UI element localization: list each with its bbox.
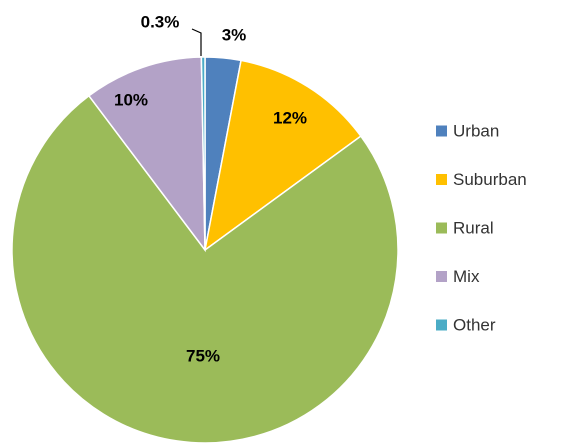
legend-label: Other bbox=[453, 315, 496, 334]
data-label: 75% bbox=[186, 346, 220, 365]
pie-slice bbox=[11, 94, 399, 443]
legend-swatch bbox=[436, 319, 447, 331]
pie-slice bbox=[200, 56, 206, 251]
legend-label: Mix bbox=[453, 267, 480, 286]
legend-label: Suburban bbox=[453, 170, 527, 189]
legend-label: Urban bbox=[453, 121, 499, 140]
legend-swatch bbox=[436, 271, 447, 282]
data-label: 10% bbox=[114, 90, 148, 109]
leader-line bbox=[191, 28, 202, 56]
legend-swatch bbox=[436, 174, 447, 185]
pie-slice bbox=[87, 56, 206, 253]
data-label: 12% bbox=[273, 108, 307, 127]
legend-swatch bbox=[436, 222, 447, 234]
data-label: 0.3% bbox=[141, 12, 180, 31]
data-label: 3% bbox=[222, 25, 247, 44]
legend-label: Rural bbox=[453, 218, 494, 237]
pie-slice bbox=[203, 59, 362, 252]
legend-swatch bbox=[436, 125, 447, 137]
